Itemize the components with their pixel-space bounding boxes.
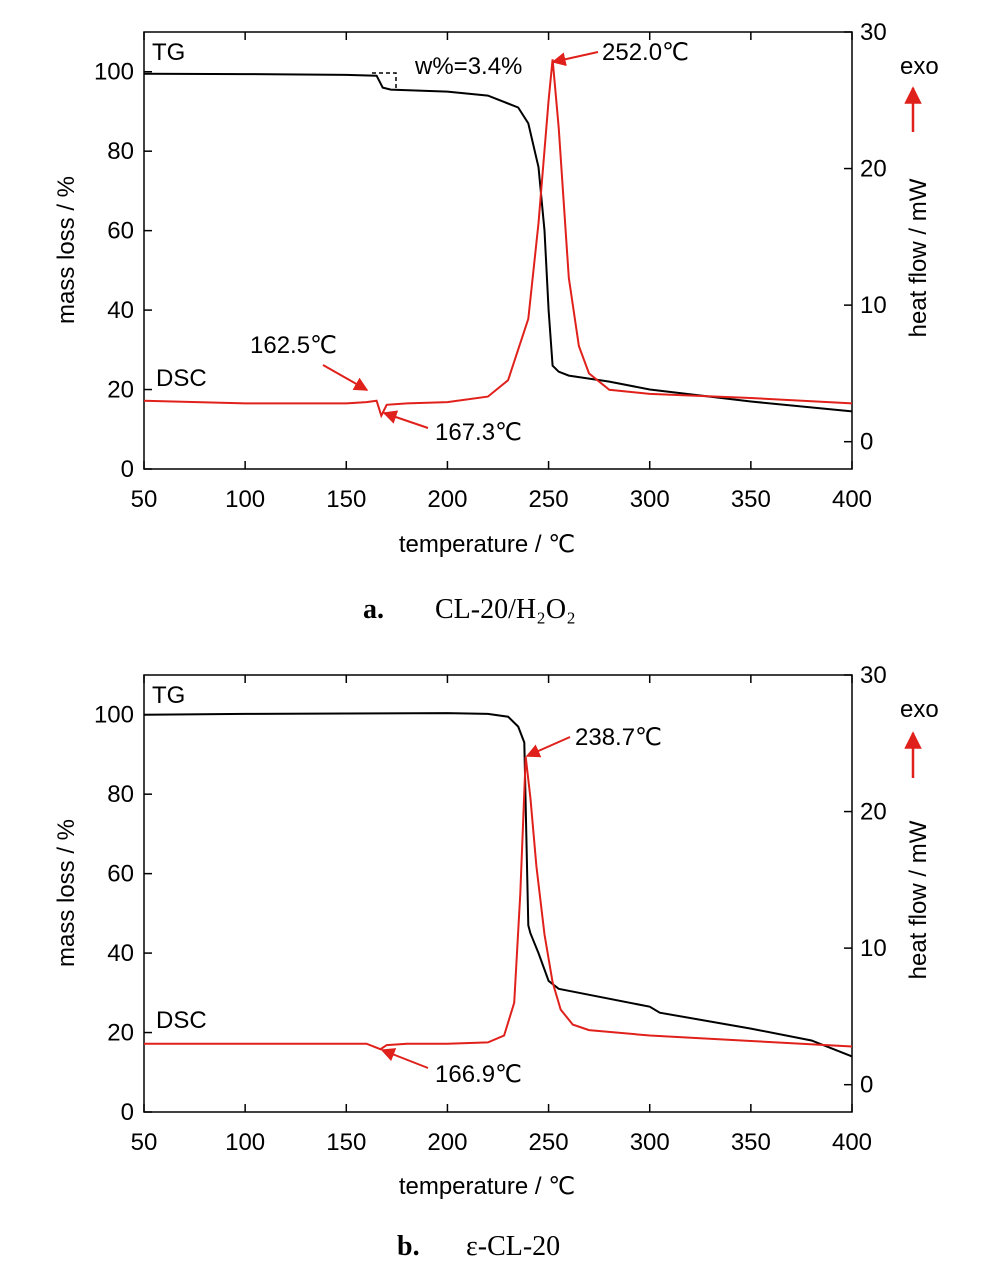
dsc-series-label: DSC — [156, 1007, 207, 1034]
caption-sample: ε-CL-20 — [466, 1231, 560, 1262]
caption-letter: b. — [397, 1231, 420, 1262]
x-tick-label: 100 — [225, 486, 265, 513]
x-tick-label: 200 — [427, 1129, 467, 1156]
onset-endo-arrow — [322, 364, 369, 391]
y-axis-label: mass loss / % — [53, 176, 80, 324]
y-tick-label: 20 — [107, 1020, 134, 1047]
mass-loss-marker — [372, 72, 397, 89]
y-tick-label: 60 — [107, 218, 134, 245]
panel-b: 50 100 150 200 250 300 350 400 0 20 40 60 80 100 0 10 20… — [53, 662, 939, 1262]
caption-letter: a. — [363, 594, 384, 625]
peak-exo-arrow — [525, 736, 571, 758]
y2-axis-label: heat flow / mW — [905, 178, 932, 337]
y2-axis-label: heat flow / mW — [905, 820, 932, 979]
x-axis-label: temperature / ℃ — [399, 531, 575, 558]
dsc-series-line — [144, 756, 853, 1051]
panel-a: 50 100 150 200 250 300 350 400 0 20 40 60 80 100 0 10 20… — [53, 19, 939, 625]
x-tick-label: 100 — [225, 1129, 265, 1156]
x-axis-label: temperature / ℃ — [399, 1173, 575, 1200]
y-tick-label: 80 — [107, 781, 134, 808]
dsc-series-label: DSC — [156, 365, 207, 392]
exo-label: exo — [900, 53, 939, 80]
x-tick-label: 150 — [326, 1129, 366, 1156]
axis-ticks: 50 100 150 200 250 300 350 400 0 20 40 60 80 100 0 10 20… — [94, 662, 887, 1156]
axis-ticks: 50 100 150 200 250 300 350 400 0 20 40 60 80 100 0 10 20… — [94, 19, 887, 513]
y2-tick-label: 20 — [860, 799, 887, 826]
tg-series-label: TG — [152, 39, 185, 66]
y-tick-label: 40 — [107, 940, 134, 967]
peak-exo-arrow — [551, 51, 599, 67]
mass-loss-annotation: w%=3.4% — [414, 53, 522, 80]
y-tick-label: 60 — [107, 861, 134, 888]
y-axis-label: mass loss / % — [53, 819, 80, 967]
plot-frame — [143, 31, 853, 470]
y2-tick-label: 10 — [860, 935, 887, 962]
y2-tick-label: 0 — [860, 1072, 873, 1099]
x-tick-label: 150 — [326, 486, 366, 513]
peak-exo-annotation: 252.0℃ — [602, 39, 689, 66]
caption-sample: CL-20/H₂O₂ — [435, 594, 576, 625]
x-tick-label: 350 — [731, 486, 771, 513]
peak-endo-annotation: 166.9℃ — [435, 1061, 522, 1088]
tg-series-label: TG — [152, 682, 185, 709]
peak-endo-annotation: 167.3℃ — [435, 419, 522, 446]
x-tick-label: 300 — [630, 486, 670, 513]
y2-tick-label: 30 — [860, 19, 887, 46]
x-tick-label: 200 — [427, 486, 467, 513]
plot-frame — [143, 674, 853, 1113]
peak-endo-arrow — [382, 410, 429, 429]
y-tick-label: 20 — [107, 377, 134, 404]
y2-tick-label: 20 — [860, 156, 887, 183]
x-tick-label: 350 — [731, 1129, 771, 1156]
y-tick-label: 0 — [121, 456, 134, 483]
y2-tick-label: 0 — [860, 429, 873, 456]
x-tick-label: 250 — [529, 486, 569, 513]
onset-endo-annotation: 162.5℃ — [250, 332, 337, 359]
tg-series-line — [143, 712, 853, 1058]
x-tick-label: 400 — [832, 1129, 872, 1156]
x-tick-label: 250 — [529, 1129, 569, 1156]
y-tick-label: 80 — [107, 138, 134, 165]
x-tick-label: 300 — [630, 1129, 670, 1156]
peak-exo-annotation: 238.7℃ — [575, 724, 662, 751]
x-tick-label: 50 — [131, 1129, 158, 1156]
y2-tick-label: 10 — [860, 292, 887, 319]
tg-series-line — [143, 72, 853, 413]
y-tick-label: 100 — [94, 59, 134, 86]
x-tick-label: 400 — [832, 486, 872, 513]
dsc-series-line — [143, 59, 853, 419]
y-tick-label: 40 — [107, 297, 134, 324]
y-tick-label: 0 — [121, 1099, 134, 1126]
x-tick-label: 50 — [131, 486, 158, 513]
exo-label: exo — [900, 696, 939, 723]
y2-tick-label: 30 — [860, 662, 887, 689]
peak-endo-arrow — [380, 1048, 429, 1069]
y-tick-label: 100 — [94, 702, 134, 729]
